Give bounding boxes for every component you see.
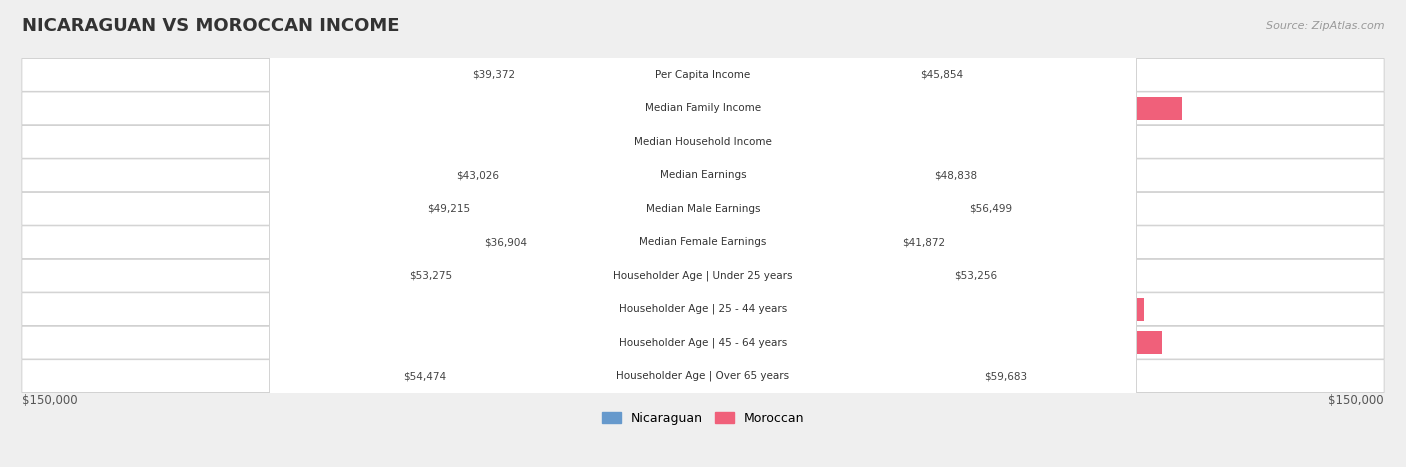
- Text: Median Earnings: Median Earnings: [659, 170, 747, 180]
- Text: $36,904: $36,904: [484, 237, 527, 247]
- FancyBboxPatch shape: [270, 0, 1136, 467]
- FancyBboxPatch shape: [270, 0, 1136, 467]
- Text: $39,372: $39,372: [472, 70, 516, 80]
- Text: $54,474: $54,474: [404, 371, 446, 381]
- Text: $150,000: $150,000: [1329, 395, 1384, 408]
- FancyBboxPatch shape: [22, 92, 1384, 125]
- Text: $49,215: $49,215: [427, 204, 471, 214]
- FancyBboxPatch shape: [22, 226, 1384, 259]
- Text: Median Household Income: Median Household Income: [634, 137, 772, 147]
- Bar: [453, 365, 703, 388]
- FancyBboxPatch shape: [270, 0, 1136, 467]
- FancyBboxPatch shape: [22, 58, 1384, 92]
- Text: $92,231: $92,231: [468, 103, 515, 113]
- Text: Householder Age | Under 25 years: Householder Age | Under 25 years: [613, 270, 793, 281]
- Bar: [703, 97, 1182, 120]
- Bar: [506, 164, 703, 187]
- Bar: [703, 64, 914, 86]
- Bar: [523, 64, 703, 86]
- Text: $56,499: $56,499: [969, 204, 1012, 214]
- FancyBboxPatch shape: [22, 326, 1384, 359]
- Bar: [280, 97, 703, 120]
- Bar: [703, 198, 962, 220]
- Text: Source: ZipAtlas.com: Source: ZipAtlas.com: [1267, 21, 1385, 31]
- Text: Householder Age | 25 - 44 years: Householder Age | 25 - 44 years: [619, 304, 787, 314]
- Text: $53,256: $53,256: [955, 271, 997, 281]
- Bar: [301, 298, 703, 320]
- Text: Median Female Earnings: Median Female Earnings: [640, 237, 766, 247]
- Text: $41,872: $41,872: [901, 237, 945, 247]
- Text: $104,488: $104,488: [915, 103, 970, 113]
- Bar: [337, 130, 703, 153]
- Bar: [703, 130, 1099, 153]
- FancyBboxPatch shape: [270, 0, 1136, 467]
- Text: NICARAGUAN VS MOROCCAN INCOME: NICARAGUAN VS MOROCCAN INCOME: [22, 17, 399, 35]
- FancyBboxPatch shape: [270, 0, 1136, 467]
- Bar: [458, 264, 703, 287]
- Text: $92,554: $92,554: [467, 338, 515, 347]
- Bar: [703, 331, 1163, 354]
- Text: Householder Age | 45 - 64 years: Householder Age | 45 - 64 years: [619, 337, 787, 348]
- Bar: [278, 331, 703, 354]
- Bar: [477, 198, 703, 220]
- FancyBboxPatch shape: [22, 192, 1384, 225]
- Bar: [703, 365, 977, 388]
- Bar: [703, 264, 948, 287]
- FancyBboxPatch shape: [270, 0, 1136, 467]
- Legend: Nicaraguan, Moroccan: Nicaraguan, Moroccan: [596, 407, 810, 430]
- Bar: [703, 231, 896, 254]
- Text: Median Family Income: Median Family Income: [645, 103, 761, 113]
- Text: $79,737: $79,737: [496, 137, 544, 147]
- Text: $96,117: $96,117: [900, 304, 948, 314]
- FancyBboxPatch shape: [22, 360, 1384, 392]
- Text: $100,138: $100,138: [905, 338, 960, 347]
- Bar: [703, 298, 1144, 320]
- FancyBboxPatch shape: [270, 0, 1136, 467]
- FancyBboxPatch shape: [22, 126, 1384, 158]
- Text: $150,000: $150,000: [22, 395, 77, 408]
- Text: $53,275: $53,275: [409, 271, 451, 281]
- FancyBboxPatch shape: [22, 159, 1384, 191]
- FancyBboxPatch shape: [22, 293, 1384, 325]
- Text: $59,683: $59,683: [984, 371, 1026, 381]
- Text: $43,026: $43,026: [456, 170, 499, 180]
- FancyBboxPatch shape: [270, 0, 1136, 467]
- FancyBboxPatch shape: [270, 0, 1136, 467]
- Text: $87,751: $87,751: [478, 304, 526, 314]
- Bar: [703, 164, 927, 187]
- Text: Per Capita Income: Per Capita Income: [655, 70, 751, 80]
- Text: $48,838: $48,838: [934, 170, 977, 180]
- Text: $45,854: $45,854: [920, 70, 963, 80]
- Text: Median Male Earnings: Median Male Earnings: [645, 204, 761, 214]
- FancyBboxPatch shape: [270, 0, 1136, 467]
- FancyBboxPatch shape: [22, 259, 1384, 292]
- Text: Householder Age | Over 65 years: Householder Age | Over 65 years: [616, 371, 790, 382]
- Bar: [534, 231, 703, 254]
- Text: $86,468: $86,468: [877, 137, 925, 147]
